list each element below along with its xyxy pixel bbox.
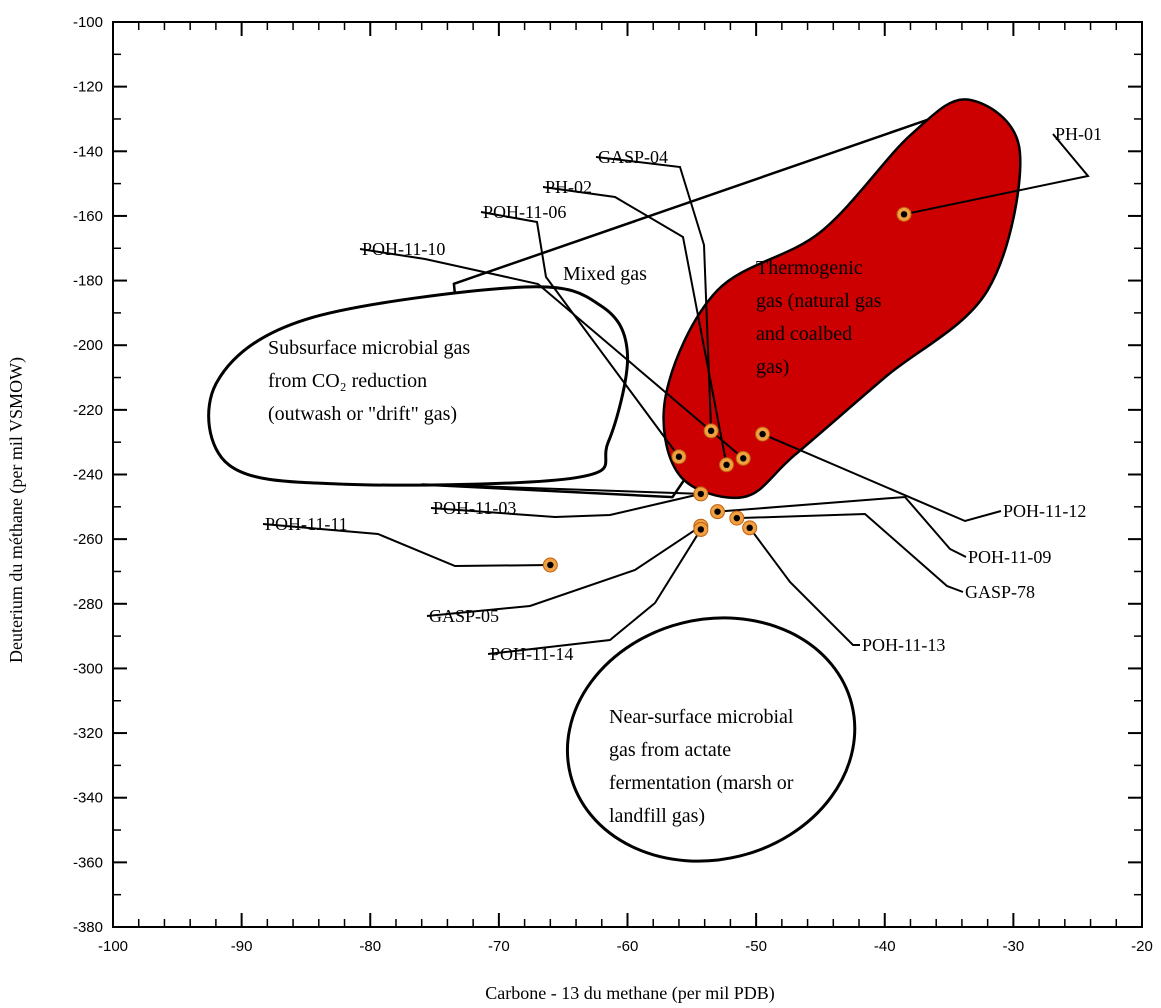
point-center — [675, 453, 683, 460]
leader-line-gasp-78 — [736, 512, 964, 593]
leader-line-gasp-04 — [595, 156, 713, 431]
y-tick-label: -100 — [73, 14, 103, 31]
y-tick-label: -240 — [73, 467, 103, 484]
y-tick-label: -140 — [73, 143, 103, 160]
ticks-layer: -100 -90 -80 -70 -60 -50 -40 -30 -20 -100 -120 -140… — [73, 14, 1153, 955]
point-center — [697, 526, 705, 533]
data-point-gasp-04 — [703, 423, 719, 439]
point-center — [547, 561, 554, 569]
leader-line-poh-11-03-zone — [421, 483, 701, 495]
x-axis-title: Carbone - 13 du methane (per mil PDB) — [485, 983, 774, 1004]
zone-label-nearsurface: fermentation (marsh or — [609, 772, 794, 794]
leader-line-ph-01 — [903, 133, 1090, 216]
y-tick-label: -380 — [73, 919, 103, 936]
sample-label-poh-11-06: POH-11-06 — [483, 202, 566, 222]
point-center — [733, 514, 741, 522]
x-tick-label: -30 — [1003, 938, 1025, 955]
y-tick-label: -200 — [73, 337, 103, 354]
data-point-poh-11-03 — [693, 486, 709, 502]
data-point-poh-11-10 — [735, 450, 751, 466]
zone-label-nearsurface: landfill gas) — [609, 805, 705, 827]
sample-label-poh-11-03: POH-11-03 — [433, 498, 516, 518]
leader-line-poh-11-09 — [717, 495, 967, 558]
leader-line-poh-11-13 — [748, 527, 860, 646]
point-center — [746, 524, 753, 532]
leader-line-poh-11-12 — [762, 433, 1002, 523]
x-tick-label: -80 — [359, 938, 381, 955]
sample-label-ph-02: PH-02 — [545, 177, 592, 197]
leader-line-poh-11-10 — [359, 248, 744, 460]
x-tick-label: -90 — [231, 938, 253, 955]
sample-label-ph-01: PH-01 — [1055, 124, 1102, 144]
y-tick-label: -160 — [73, 208, 103, 225]
sample-label-poh-11-13: POH-11-13 — [862, 635, 945, 655]
zone-label-nearsurface: gas from actate — [609, 739, 731, 761]
x-tick-label: -20 — [1131, 938, 1153, 955]
y-tick-label: -220 — [73, 402, 103, 419]
sample-label-gasp-78: GASP-78 — [965, 582, 1035, 602]
data-point-gasp-78 — [729, 510, 745, 526]
point-center — [723, 461, 730, 469]
sample-label-poh-11-14: POH-11-14 — [490, 644, 573, 664]
zone-label-subsurface: Subsurface microbial gas — [268, 337, 470, 359]
zone-label-thermogenic: and coalbed — [756, 323, 852, 345]
data-point-poh-11-11 — [542, 557, 558, 573]
data-point-poh-11-12 — [755, 426, 771, 442]
leader-line-poh-11-14 — [487, 528, 702, 655]
y-tick-label: -340 — [73, 790, 103, 807]
zone-labels-layer: Subsurface microbial gas from CO₂ reducti… — [268, 257, 882, 827]
data-point-poh-11-06 — [671, 449, 687, 465]
zone-label-thermogenic: Thermogenic — [756, 257, 863, 279]
zone-label-thermogenic: gas) — [756, 356, 789, 378]
data-point-poh-11-14 — [693, 521, 709, 537]
x-tick-label: -70 — [488, 938, 510, 955]
y-tick-label: -280 — [73, 596, 103, 613]
near-surface-microbial-zone — [565, 616, 857, 863]
leader-line-poh-11-11 — [262, 523, 551, 568]
sample-label-poh-11-12: POH-11-12 — [1003, 501, 1086, 521]
leader-line-poh-11-03 — [430, 492, 702, 519]
data-point-ph-01 — [896, 206, 912, 222]
point-center — [707, 427, 715, 435]
subsurface-microbial-zone — [207, 285, 630, 487]
y-tick-label: -260 — [73, 531, 103, 548]
y-tick-label: -120 — [73, 79, 103, 96]
point-center — [759, 430, 766, 438]
data-point-ph-02 — [719, 457, 735, 473]
point-center — [697, 490, 705, 498]
zone-label-subsurface: (outwash or "drift" gas) — [268, 403, 457, 425]
y-tick-label: -300 — [73, 660, 103, 677]
sample-labels-layer: PH-01 GASP-04 PH-02 POH-11-06 POH-11-10 POH-1… — [265, 124, 1102, 664]
y-tick-label: -180 — [73, 273, 103, 290]
x-tick-label: -60 — [617, 938, 639, 955]
point-center — [900, 211, 908, 218]
x-tick-label: -50 — [745, 938, 767, 955]
data-point-poh-11-13 — [742, 520, 758, 536]
point-center — [740, 455, 747, 462]
thermogenic-zone — [662, 98, 1022, 500]
sample-label-poh-11-11: POH-11-11 — [265, 514, 348, 534]
sample-label-poh-11-10: POH-11-10 — [362, 239, 445, 259]
leader-lines-layer — [262, 133, 1090, 655]
data-point-poh-11-09 — [710, 504, 726, 520]
sample-label-gasp-04: GASP-04 — [598, 147, 668, 167]
zone-label-mixed: Mixed gas — [563, 263, 647, 285]
zones-layer — [207, 98, 1022, 863]
leader-line-poh-11-06 — [480, 211, 680, 458]
y-tick-label: -320 — [73, 725, 103, 742]
zone-label-thermogenic: gas (natural gas — [756, 290, 882, 312]
sample-label-gasp-05: GASP-05 — [429, 606, 499, 626]
x-tick-label: -40 — [874, 938, 896, 955]
x-tick-label: -100 — [98, 938, 128, 955]
y-axis-title: Deuterium du méthane (per mil VSMOW) — [6, 357, 27, 663]
leader-line-ph-02 — [542, 186, 728, 465]
zone-label-nearsurface: Near-surface microbial — [609, 706, 794, 728]
point-center — [714, 508, 721, 515]
leader-line-gasp-05 — [426, 525, 702, 617]
y-tick-label: -360 — [73, 854, 103, 871]
points-layer — [542, 206, 912, 573]
zone-label-subsurface: from CO₂ reduction — [268, 370, 427, 392]
sample-label-poh-11-09: POH-11-09 — [968, 547, 1051, 567]
